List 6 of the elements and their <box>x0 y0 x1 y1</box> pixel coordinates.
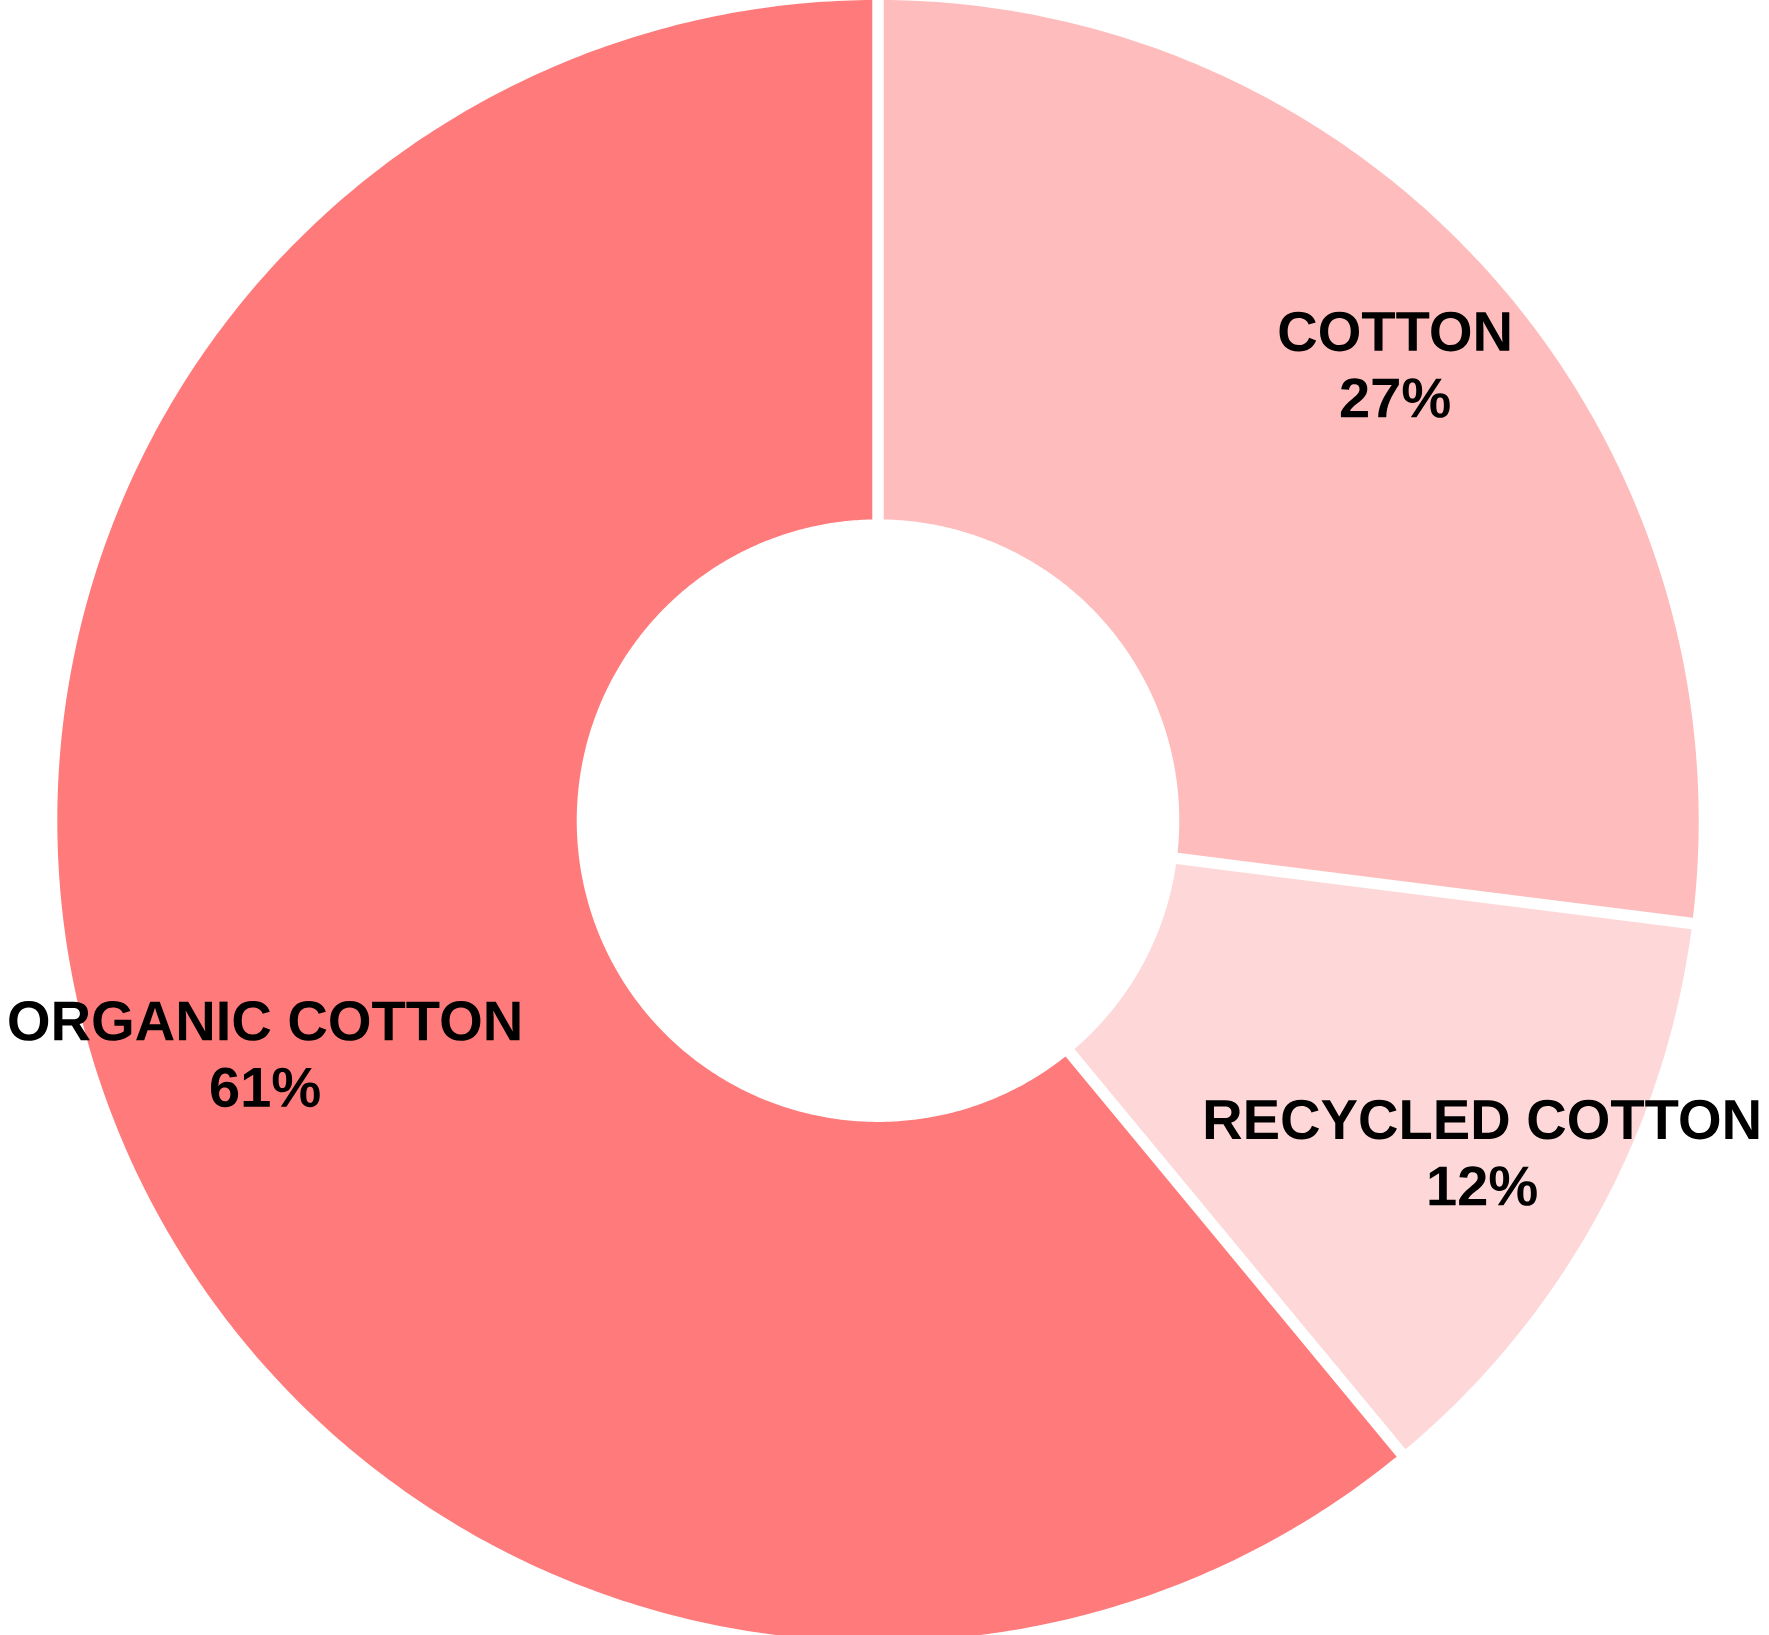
data-label: 27% <box>1340 378 1450 418</box>
data-label: 12% <box>1429 1166 1537 1206</box>
data-label: 61% <box>210 1067 320 1108</box>
slice-label: ORGANIC COTTON <box>9 1001 520 1041</box>
slice-label: COTTON <box>1279 311 1510 352</box>
slice-label: RECYCLED COTTON <box>1205 1099 1759 1140</box>
